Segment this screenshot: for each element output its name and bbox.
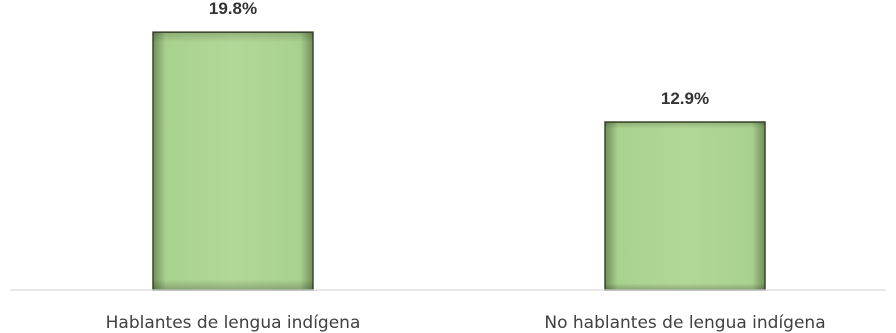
labels-layer: 19.8% Hablantes de lengua indígena 12.9% No… (106, 0, 826, 333)
bar-2 (604, 121, 766, 291)
category-label-2: No hablantes de lengua indígena (544, 313, 825, 333)
bar-shade-2 (605, 122, 765, 290)
data-label-2: 12.9% (661, 89, 709, 108)
bars-layer (152, 31, 766, 291)
bar-shade-1 (153, 32, 313, 291)
data-label-1: 19.8% (209, 0, 257, 18)
category-label-1: Hablantes de lengua indígena (106, 313, 361, 333)
bar-1 (152, 31, 314, 291)
